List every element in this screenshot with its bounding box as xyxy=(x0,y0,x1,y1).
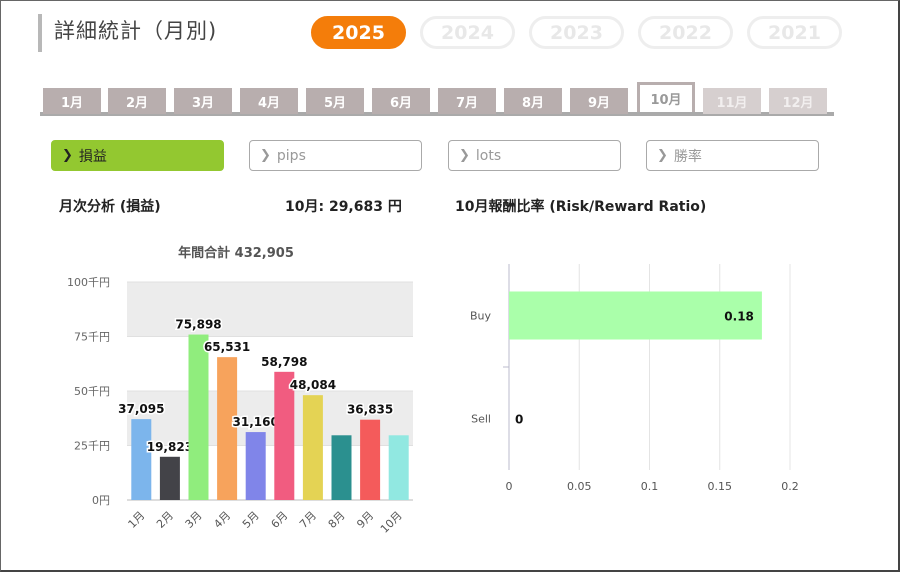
tab-month-4[interactable]: 4月 xyxy=(240,88,298,114)
bar-1[interactable] xyxy=(131,419,152,500)
year-button-2022[interactable]: 2022 xyxy=(638,16,733,49)
month-tabs: 1月 2月 3月 4月 5月 6月 7月 8月 9月 10月 11月 12月 xyxy=(40,82,834,116)
y-tick-label: 0円 xyxy=(92,494,110,507)
tab-month-1[interactable]: 1月 xyxy=(43,88,101,114)
x-tick-label: 9月 xyxy=(354,509,376,531)
bar-9[interactable] xyxy=(360,419,381,500)
bar-4[interactable] xyxy=(217,357,238,500)
tab-month-7[interactable]: 7月 xyxy=(438,88,496,114)
bar-data-label: 31,160 xyxy=(233,415,279,429)
chart-title: 年間合計 432,905 xyxy=(178,245,294,261)
bar-data-label: 48,084 xyxy=(290,378,336,392)
x-tick-label: 4月 xyxy=(211,509,233,531)
filter-button-3[interactable]: ❯ 勝率 xyxy=(646,140,819,171)
tab-month-9[interactable]: 9月 xyxy=(570,88,628,114)
filter-label: lots xyxy=(475,147,502,164)
bar-data-label: 75,898 xyxy=(175,318,221,332)
x-tick-label: 1月 xyxy=(126,509,148,531)
bar-data-label: 36,835 xyxy=(347,403,393,417)
chevron-right-icon: ❯ xyxy=(62,148,73,163)
x-tick-label: 2月 xyxy=(154,509,176,531)
filter-label: 勝率 xyxy=(673,148,702,165)
monthly-pl-chart: 年間合計 432,905 0円 25千円 50千円 75千円 100千円 37,095 1月 1… xyxy=(0,230,450,572)
page-header: 詳細統計（月別) xyxy=(38,14,217,52)
month-tabs-underline xyxy=(40,112,834,116)
hbar-data-label: 0 xyxy=(515,413,523,427)
x-tick-label: 8月 xyxy=(326,509,348,531)
filter-button-0[interactable]: ❯ 損益 xyxy=(51,140,224,171)
bar-3[interactable] xyxy=(188,334,209,500)
filter-button-2[interactable]: ❯ lots xyxy=(448,140,621,171)
bar-2[interactable] xyxy=(159,456,180,500)
y-tick-label: Buy xyxy=(470,310,492,323)
y-tick-label: 25千円 xyxy=(74,440,110,453)
bar-data-label: 65,531 xyxy=(204,340,250,354)
y-tick-label: 100千円 xyxy=(67,276,110,289)
x-tick-label: 0.1 xyxy=(641,480,659,493)
tab-month-6[interactable]: 6月 xyxy=(372,88,430,114)
monthly-analysis-label: 月次分析 (損益) xyxy=(59,199,161,215)
x-tick-label: 5月 xyxy=(240,509,262,531)
filter-label: pips xyxy=(276,147,306,164)
x-tick-label: 0 xyxy=(506,480,513,493)
plot-band xyxy=(127,336,413,391)
risk-reward-label: 10月報酬比率 (Risk/Reward Ratio) xyxy=(455,199,707,215)
x-tick-label: 0.2 xyxy=(781,480,799,493)
bar-data-label: 19,823 xyxy=(147,440,193,454)
x-tick-label: 0.15 xyxy=(708,480,733,493)
y-tick-label: Sell xyxy=(471,413,491,426)
hbar-data-label: 0.18 xyxy=(724,310,754,324)
hbar-buy[interactable] xyxy=(509,291,762,340)
y-tick-label: 50千円 xyxy=(74,385,110,398)
bar-data-label: 37,095 xyxy=(118,402,164,416)
x-tick-label: 6月 xyxy=(269,509,291,531)
x-tick-label: 7月 xyxy=(297,509,319,531)
year-selector: 2025 2024 2023 2022 2021 xyxy=(311,16,842,49)
page-title: 詳細統計（月別) xyxy=(54,19,218,43)
tab-month-10[interactable]: 10月 xyxy=(637,82,695,112)
tab-month-2[interactable]: 2月 xyxy=(108,88,166,114)
tab-month-12[interactable]: 12月 xyxy=(769,88,827,114)
filter-button-1[interactable]: ❯ pips xyxy=(249,140,422,171)
month-total-value: 10月: 29,683 円 xyxy=(285,199,402,215)
tab-month-3[interactable]: 3月 xyxy=(174,88,232,114)
bar-6[interactable] xyxy=(274,371,295,500)
x-tick-label: 3月 xyxy=(183,509,205,531)
year-button-2023[interactable]: 2023 xyxy=(529,16,624,49)
tab-month-5[interactable]: 5月 xyxy=(306,88,364,114)
plot-band xyxy=(127,282,413,337)
chevron-right-icon: ❯ xyxy=(459,148,470,163)
x-tick-label: 10月 xyxy=(378,509,405,536)
bar-7[interactable] xyxy=(302,395,323,500)
risk-reward-chart: 0 0.05 0.1 0.15 0.2 Buy 0.18 Sell 0 xyxy=(450,250,870,500)
risk-reward-chart-svg: 0 0.05 0.1 0.15 0.2 Buy 0.18 Sell 0 xyxy=(470,264,799,493)
chevron-right-icon: ❯ xyxy=(657,148,668,163)
year-button-2024[interactable]: 2024 xyxy=(420,16,515,49)
bar-data-label: 58,798 xyxy=(261,355,307,369)
bar-8[interactable] xyxy=(331,435,352,500)
y-tick-label: 75千円 xyxy=(74,331,110,344)
year-button-2025[interactable]: 2025 xyxy=(311,16,406,49)
year-button-2021[interactable]: 2021 xyxy=(747,16,842,49)
tab-month-8[interactable]: 8月 xyxy=(504,88,562,114)
bar-5[interactable] xyxy=(245,432,266,500)
filter-label: 損益 xyxy=(78,148,107,165)
monthly-pl-chart-svg: 年間合計 432,905 0円 25千円 50千円 75千円 100千円 37,095 1月 1… xyxy=(67,245,413,536)
x-tick-label: 0.05 xyxy=(567,480,592,493)
tab-month-11[interactable]: 11月 xyxy=(703,88,761,114)
bar-10[interactable] xyxy=(388,435,409,500)
chevron-right-icon: ❯ xyxy=(260,148,271,163)
